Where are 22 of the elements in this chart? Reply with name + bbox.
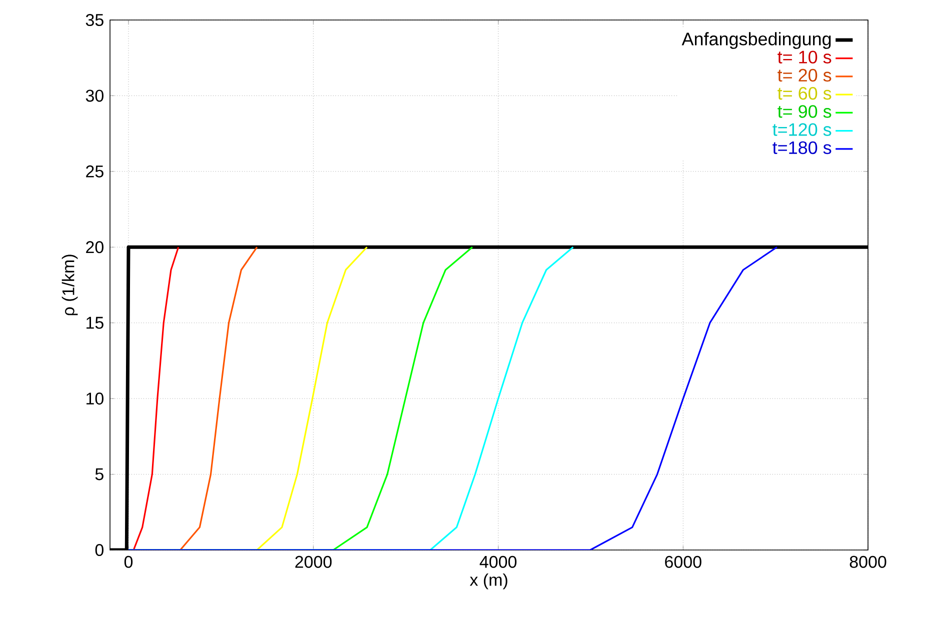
x-tick-label: 4000 — [480, 556, 516, 568]
legend-label: t=180 s — [772, 141, 832, 154]
legend-label: t= 20 s — [778, 68, 832, 82]
x-tick-label: 8000 — [850, 556, 886, 568]
x-tick-label: 0 — [124, 556, 133, 568]
y-tick-label: 5 — [95, 468, 104, 480]
y-axis-title: ρ (1/km) — [62, 254, 78, 316]
y-tick-label: 20 — [86, 241, 104, 254]
legend-label: Anfangsbedingung — [682, 32, 831, 49]
x-axis-title: x (m) — [470, 573, 508, 590]
y-tick-label: 15 — [86, 316, 104, 329]
x-tick-label: 6000 — [665, 556, 702, 568]
legend-label: t=120 s — [772, 123, 832, 136]
y-tick-label: 35 — [86, 14, 104, 26]
legend-label: t= 10 s — [778, 50, 832, 64]
y-tick-label: 25 — [86, 165, 104, 178]
y-tick-label: 30 — [86, 90, 104, 102]
legend-label: t= 60 s — [778, 86, 832, 100]
x-tick-label: 2000 — [295, 556, 332, 568]
legend-label: t= 90 s — [778, 105, 832, 118]
y-tick-label: 0 — [95, 544, 104, 556]
y-tick-label: 10 — [86, 392, 104, 405]
